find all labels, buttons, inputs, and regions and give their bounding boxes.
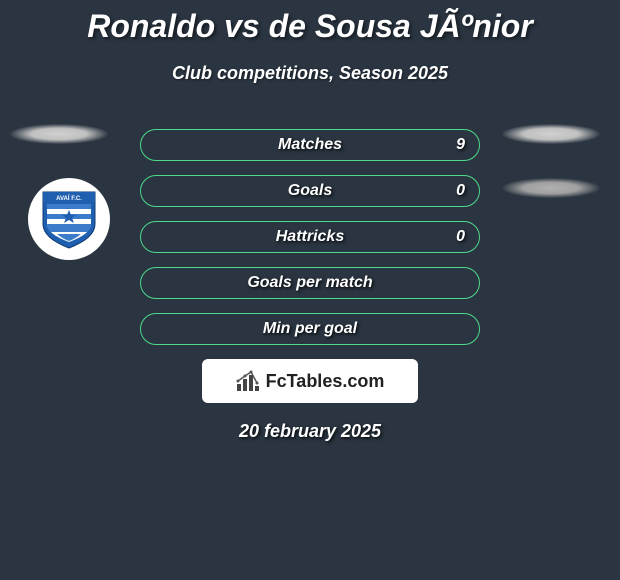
stats-list: Matches 9 Goals 0 Hattricks 0 Goals per …: [0, 129, 620, 345]
page-title: Ronaldo vs de Sousa JÃºnior: [0, 8, 620, 45]
stat-row-goals-per-match: Goals per match: [140, 267, 480, 299]
chart-icon: [236, 370, 262, 392]
stat-row-goals: Goals 0: [140, 175, 480, 207]
stat-row-matches: Matches 9: [140, 129, 480, 161]
footer-date: 20 february 2025: [0, 421, 620, 442]
stat-label: Hattricks: [276, 228, 344, 246]
stat-label: Matches: [278, 136, 342, 154]
stat-value-right: 0: [456, 182, 465, 200]
subtitle: Club competitions, Season 2025: [0, 63, 620, 84]
stat-value-right: 0: [456, 228, 465, 246]
stat-label: Min per goal: [263, 320, 357, 338]
stat-row-min-per-goal: Min per goal: [140, 313, 480, 345]
stat-label: Goals per match: [247, 274, 372, 292]
stat-row-hattricks: Hattricks 0: [140, 221, 480, 253]
brand-logo[interactable]: FcTables.com: [202, 359, 418, 403]
brand-text: FcTables.com: [266, 371, 385, 392]
stat-label: Goals: [288, 182, 332, 200]
comparison-card: Ronaldo vs de Sousa JÃºnior Club competi…: [0, 0, 620, 442]
stat-value-right: 9: [456, 136, 465, 154]
